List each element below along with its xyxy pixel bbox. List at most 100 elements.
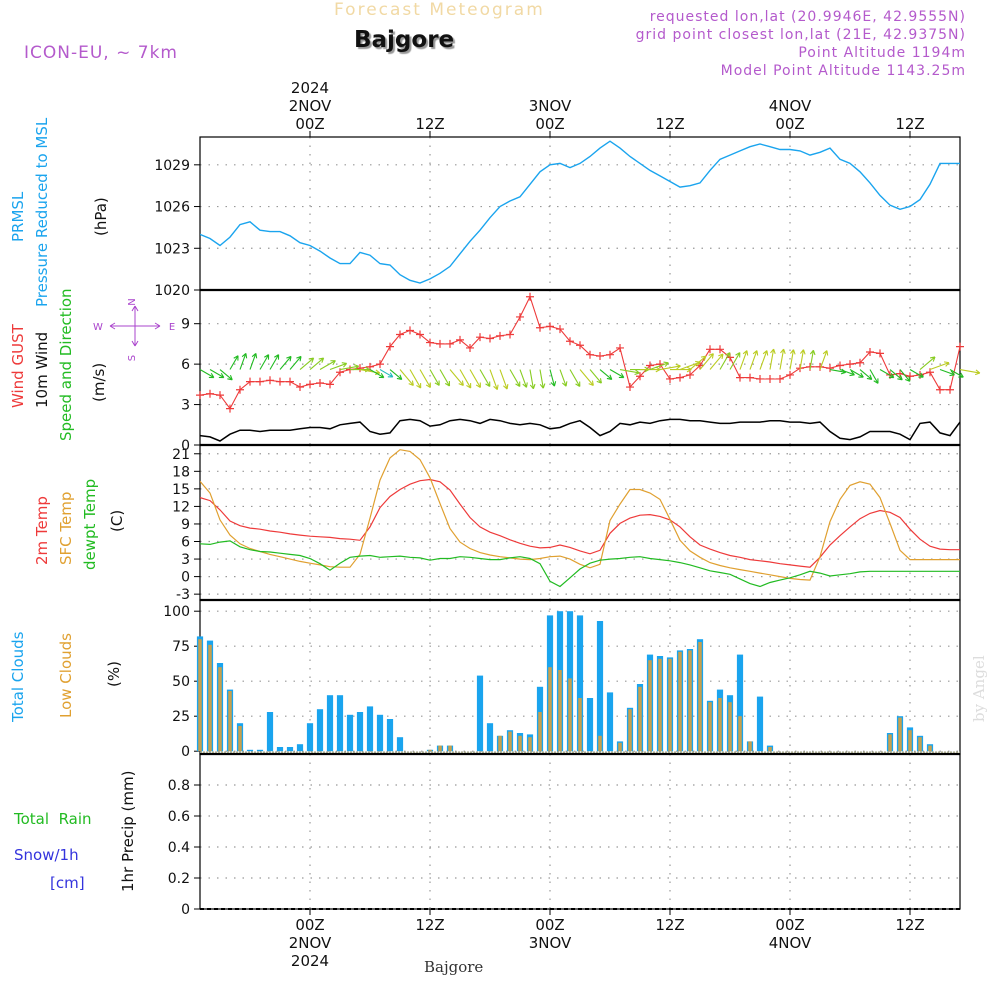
low-cloud-bar: [558, 670, 562, 752]
low-cloud-bar: [658, 658, 662, 752]
wind-direction-arrow: [959, 368, 981, 376]
y-tick-label: 1020: [154, 283, 190, 299]
wind-direction-arrow: [239, 352, 248, 370]
gust-marker: [836, 361, 844, 370]
gust-marker: [716, 345, 724, 354]
wind-direction-arrow: [489, 369, 499, 391]
gust-marker: [466, 343, 474, 352]
wind-direction-arrow: [849, 369, 864, 378]
gust-marker: [786, 370, 794, 379]
gust-marker: [296, 383, 304, 392]
gust-marker: [436, 339, 444, 348]
gust-marker: [736, 373, 744, 382]
gust-marker: [356, 364, 364, 373]
wind-direction-arrow: [699, 353, 714, 370]
gust-marker: [376, 360, 384, 369]
y-tick-label: 75: [172, 639, 190, 655]
wind-direction-arrow: [409, 369, 422, 389]
low-cloud-bar: [678, 651, 682, 752]
low-cloud-bar: [898, 717, 902, 752]
grid-point-coords: grid point closest lon,lat (21E, 42.9375…: [635, 27, 966, 43]
gust-marker: [756, 374, 764, 383]
gust-marker: [516, 312, 524, 321]
y-tick-label: 0: [181, 902, 190, 918]
gust-marker: [766, 374, 774, 383]
total-cloud-bar: [376, 714, 384, 752]
total-cloud-bar: [286, 747, 294, 752]
location-title: Bajgore: [354, 27, 455, 53]
wind-direction-arrow: [769, 348, 776, 370]
wind-direction-arrow: [209, 369, 225, 379]
low-cloud-bar: [578, 698, 582, 752]
wind-direction-arrow: [369, 369, 385, 379]
x-tick-label-top: 00Z: [775, 115, 804, 133]
gust-marker: [446, 339, 454, 348]
x-tick-label-top: 00Z: [295, 115, 324, 133]
wind-direction-arrow: [599, 369, 613, 380]
low-cloud-bar: [438, 745, 442, 752]
low-cloud-bar: [208, 644, 212, 752]
low-cloud-bar: [198, 639, 202, 752]
total-cloud-bar: [306, 723, 314, 752]
gust-marker: [866, 348, 874, 356]
wind-speed-line: [200, 418, 960, 442]
wind-direction-arrow: [829, 368, 847, 375]
wind-direction-arrow: [919, 356, 936, 370]
wind-direction-arrow: [309, 357, 325, 370]
total-cloud-bar: [586, 698, 594, 752]
total-cloud-bar: [256, 749, 264, 752]
wind-direction-arrow: [589, 369, 602, 384]
low-cloud-bar: [598, 735, 602, 752]
gust-marker: [236, 385, 244, 394]
wind-direction-arrow: [569, 369, 581, 387]
total-cloud-bar: [336, 695, 344, 752]
wind-direction-arrow: [619, 368, 640, 376]
wind-direction-arrow: [879, 369, 895, 379]
gust-marker: [526, 292, 534, 301]
gust-marker: [426, 338, 434, 347]
low-cloud-bar: [738, 716, 742, 752]
gust-marker: [206, 389, 214, 398]
wind-direction-arrow: [799, 349, 806, 370]
low-cloud-bar: [618, 742, 622, 752]
gust-marker: [856, 358, 864, 367]
gust-marker: [556, 325, 564, 334]
gust-marker: [386, 342, 394, 351]
wind-direction-arrow: [719, 352, 731, 370]
low-cloud-bar: [238, 726, 242, 752]
x-tick-label-top: 00Z: [535, 115, 564, 133]
wind-direction-arrow: [269, 354, 280, 370]
wind-direction-arrow: [499, 369, 509, 390]
gust-marker: [876, 349, 884, 358]
wind-direction-arrow: [469, 369, 481, 389]
gust-marker: [226, 404, 234, 413]
wind-direction-arrow: [729, 352, 741, 370]
wind-direction-arrow: [429, 369, 440, 386]
gust-marker: [666, 374, 674, 383]
footer-location: Bajgore: [424, 958, 484, 976]
wind-direction-arrow: [199, 369, 215, 379]
y-tick-label: 0.6: [168, 809, 190, 825]
total-cloud-bar: [606, 692, 614, 752]
wind-direction-arrow: [649, 361, 669, 371]
gust-marker: [686, 370, 694, 379]
wind-direction-arrow: [609, 369, 625, 379]
gust-marker: [406, 326, 414, 335]
wind-direction-arrow: [859, 369, 873, 380]
y-tick-label: 3: [181, 552, 190, 568]
x-tick-label-bottom: 12Z: [895, 916, 924, 934]
wind-direction-arrow: [819, 350, 829, 370]
wind-direction-arrow: [459, 369, 472, 389]
low-cloud-bar: [528, 737, 532, 752]
gust-marker: [536, 323, 544, 332]
low-cloud-bar: [708, 702, 712, 752]
wind-direction-arrow: [479, 369, 491, 387]
compass-e: E: [169, 322, 175, 333]
total-rain-label: Total Rain: [14, 810, 92, 828]
wind-direction-arrow: [659, 363, 681, 371]
wind-direction-arrow: [939, 369, 955, 377]
wind-direction-arrow: [809, 349, 816, 370]
total-cloud-bar: [476, 675, 484, 752]
gust-marker: [546, 322, 554, 331]
